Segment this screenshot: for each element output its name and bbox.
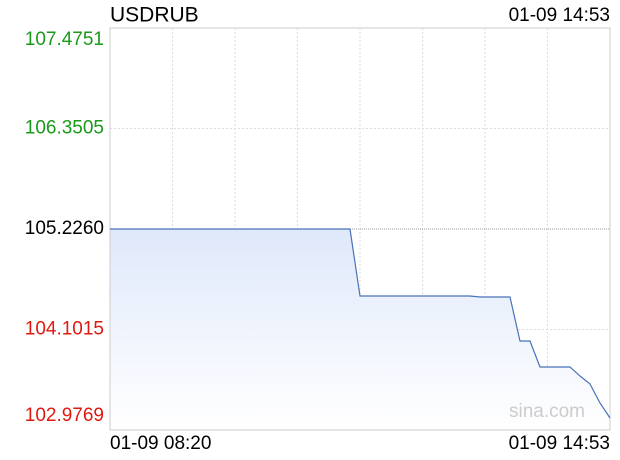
y-tick-label: 104.1015 [25, 319, 104, 340]
line [110, 228, 611, 419]
y-tick-label: 102.9769 [25, 405, 104, 426]
y-tick-label: 106.3505 [25, 118, 104, 139]
x-tick-label: 01-09 08:20 [110, 433, 211, 454]
chart-title: USDRUB [110, 4, 199, 27]
x-tick-label: 01-09 14:53 [509, 433, 610, 454]
area [110, 229, 610, 430]
watermark: sina.com [509, 401, 585, 422]
y-tick-label: 105.2260 [25, 218, 104, 239]
timestamp: 01-09 14:53 [509, 5, 610, 26]
y-tick-label: 107.4751 [25, 29, 104, 50]
